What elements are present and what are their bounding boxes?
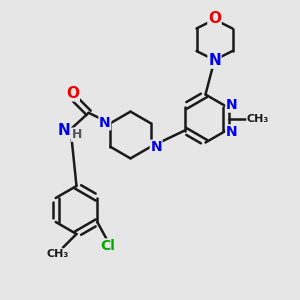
Text: N: N xyxy=(58,123,70,138)
Text: N: N xyxy=(226,98,238,112)
Text: CH₃: CH₃ xyxy=(247,113,269,124)
Text: N: N xyxy=(226,125,238,139)
Text: O: O xyxy=(208,11,221,26)
Text: O: O xyxy=(66,86,79,101)
Text: N: N xyxy=(208,53,221,68)
Text: N: N xyxy=(99,116,111,130)
Text: N: N xyxy=(150,140,162,154)
Text: CH₃: CH₃ xyxy=(46,249,69,259)
Text: Cl: Cl xyxy=(100,239,115,253)
Text: H: H xyxy=(71,128,82,141)
